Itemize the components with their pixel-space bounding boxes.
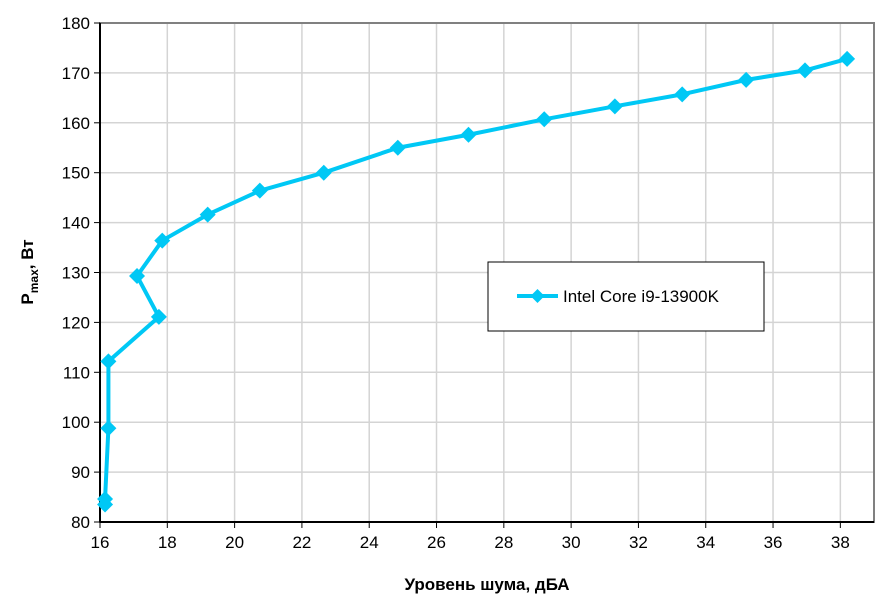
y-tick-label: 170 — [62, 64, 90, 83]
data-point-marker — [150, 308, 167, 325]
y-tick-label: 100 — [62, 413, 90, 432]
y-axis-label-rest: , Вт — [18, 239, 37, 269]
x-tick-label: 20 — [225, 533, 244, 552]
legend-marker-diamond — [530, 289, 545, 303]
data-point-marker — [315, 164, 332, 181]
data-point-marker — [154, 232, 171, 249]
data-point-marker — [389, 139, 406, 156]
data-point-marker — [536, 111, 553, 128]
data-point-marker — [460, 126, 477, 143]
grid — [99, 22, 875, 523]
data-point-marker — [97, 491, 114, 508]
data-point-marker — [606, 98, 623, 115]
x-tick-label: 22 — [292, 533, 311, 552]
data-point-marker — [839, 50, 856, 67]
data-point-marker — [199, 206, 216, 223]
series — [97, 50, 856, 513]
data-point-marker — [674, 86, 691, 103]
legend-box — [487, 261, 765, 332]
x-tick-label: 30 — [562, 533, 581, 552]
legend-label: Intel Core i9-13900K — [563, 287, 720, 306]
x-tick-label: 24 — [360, 533, 379, 552]
x-tick-label: 32 — [629, 533, 648, 552]
data-point-marker — [100, 353, 117, 370]
x-tick-label: 26 — [427, 533, 446, 552]
y-tick-label: 120 — [62, 313, 90, 332]
y-tick-label: 150 — [62, 164, 90, 183]
x-tick-label: 36 — [764, 533, 783, 552]
x-tick-label: 16 — [91, 533, 110, 552]
x-axis-ticks: 16 18 20 22 24 26 28 30 32 34 36 38 — [91, 522, 850, 552]
y-tick-label: 180 — [62, 14, 90, 33]
data-point-marker — [738, 71, 755, 88]
y-tick-label: 160 — [62, 114, 90, 133]
data-point-marker — [251, 182, 268, 199]
y-axis-label-main: P — [18, 293, 37, 304]
y-tick-label: 80 — [71, 513, 90, 532]
series-line — [103, 56, 848, 505]
data-point-marker — [129, 267, 146, 284]
x-axis-label: Уровень шума, дБА — [404, 575, 569, 594]
y-axis-label: Pmax, Вт — [18, 239, 41, 304]
y-tick-label: 90 — [71, 463, 90, 482]
x-tick-label: 38 — [831, 533, 850, 552]
y-axis-label-sub: max — [27, 269, 41, 293]
y-tick-label: 110 — [63, 363, 90, 382]
data-point-marker — [797, 62, 814, 79]
y-tick-label: 140 — [62, 214, 90, 233]
x-tick-label: 18 — [158, 533, 177, 552]
y-tick-label: 130 — [62, 264, 90, 283]
data-point-marker — [100, 420, 117, 437]
x-tick-label: 28 — [494, 533, 513, 552]
y-axis-ticks: 80 90 100 110 120 130 140 150 160 170 180 — [62, 14, 100, 532]
x-tick-label: 34 — [696, 533, 715, 552]
legend: Intel Core i9-13900K — [487, 261, 765, 332]
